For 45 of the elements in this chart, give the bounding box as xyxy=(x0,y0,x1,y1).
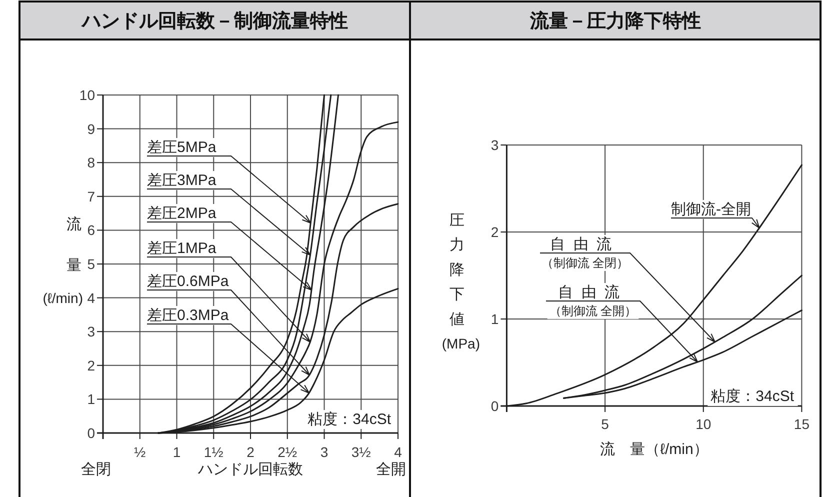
x-tick-label: 4 xyxy=(394,444,402,460)
y-tick-label: 2 xyxy=(490,224,499,240)
x-tick-label: 1 xyxy=(172,444,181,460)
text: 差圧5MPa xyxy=(147,139,217,156)
text: 差圧0.3MPa xyxy=(147,307,230,324)
x-tick-label: 2 xyxy=(246,444,255,460)
x-tick-label: ½ xyxy=(134,444,146,460)
x-tick-label: 10 xyxy=(696,416,712,432)
chart-title: ハンドル回転数－制御流量特性 xyxy=(80,10,348,32)
text: 差圧3MPa xyxy=(147,172,217,189)
y-tick-label: 2 xyxy=(87,357,96,374)
y-tick-label: 1 xyxy=(490,311,499,327)
text: 全閉 xyxy=(81,461,111,478)
x-tick-label: 2½ xyxy=(278,444,298,460)
x-axis-title: ハンドル回転数 xyxy=(197,461,303,478)
annotation: 粘度：34cSt xyxy=(710,388,795,405)
y-tick-label: 3 xyxy=(87,324,96,340)
y-axis-title: 圧力降下値(MPa) xyxy=(442,212,480,352)
text: 自由流（制御流 全開） xyxy=(549,284,637,318)
x-axis-title: 流 量（ℓ/min） xyxy=(600,441,708,458)
x-tick-label: 3½ xyxy=(351,444,372,460)
x-tick-label: 5 xyxy=(601,416,610,432)
y-tick-label: 3 xyxy=(490,137,499,153)
y-tick-label: 9 xyxy=(87,120,96,137)
y-tick-label: 7 xyxy=(87,188,96,204)
y-tick-label: 0 xyxy=(87,425,96,441)
x-tick-label: 3 xyxy=(320,444,328,460)
x-tick-label: 1½ xyxy=(204,444,224,460)
y-tick-label: 5 xyxy=(87,256,96,272)
y-tick-label: 8 xyxy=(87,154,96,171)
x-tick-label: 15 xyxy=(794,416,810,432)
text: 差圧2MPa xyxy=(147,205,217,222)
y-tick-label: 1 xyxy=(87,391,96,408)
annotation: 粘度：34cSt xyxy=(308,411,392,428)
y-tick-label: 4 xyxy=(87,290,96,306)
text: 差圧1MPa xyxy=(147,240,217,257)
y-tick-label: 10 xyxy=(79,87,96,103)
text: 全開 xyxy=(376,461,406,478)
text: 自由流（制御流 全閉） xyxy=(541,236,629,270)
y-tick-label: 6 xyxy=(87,222,96,238)
text: 流量(ℓ/min) xyxy=(42,216,83,306)
chart-title: 流量－圧力降下特性 xyxy=(528,10,701,32)
text: 差圧0.6MPa xyxy=(147,273,230,290)
series-label: 制御流-全開 xyxy=(671,201,751,218)
y-tick-label: 0 xyxy=(490,398,499,414)
